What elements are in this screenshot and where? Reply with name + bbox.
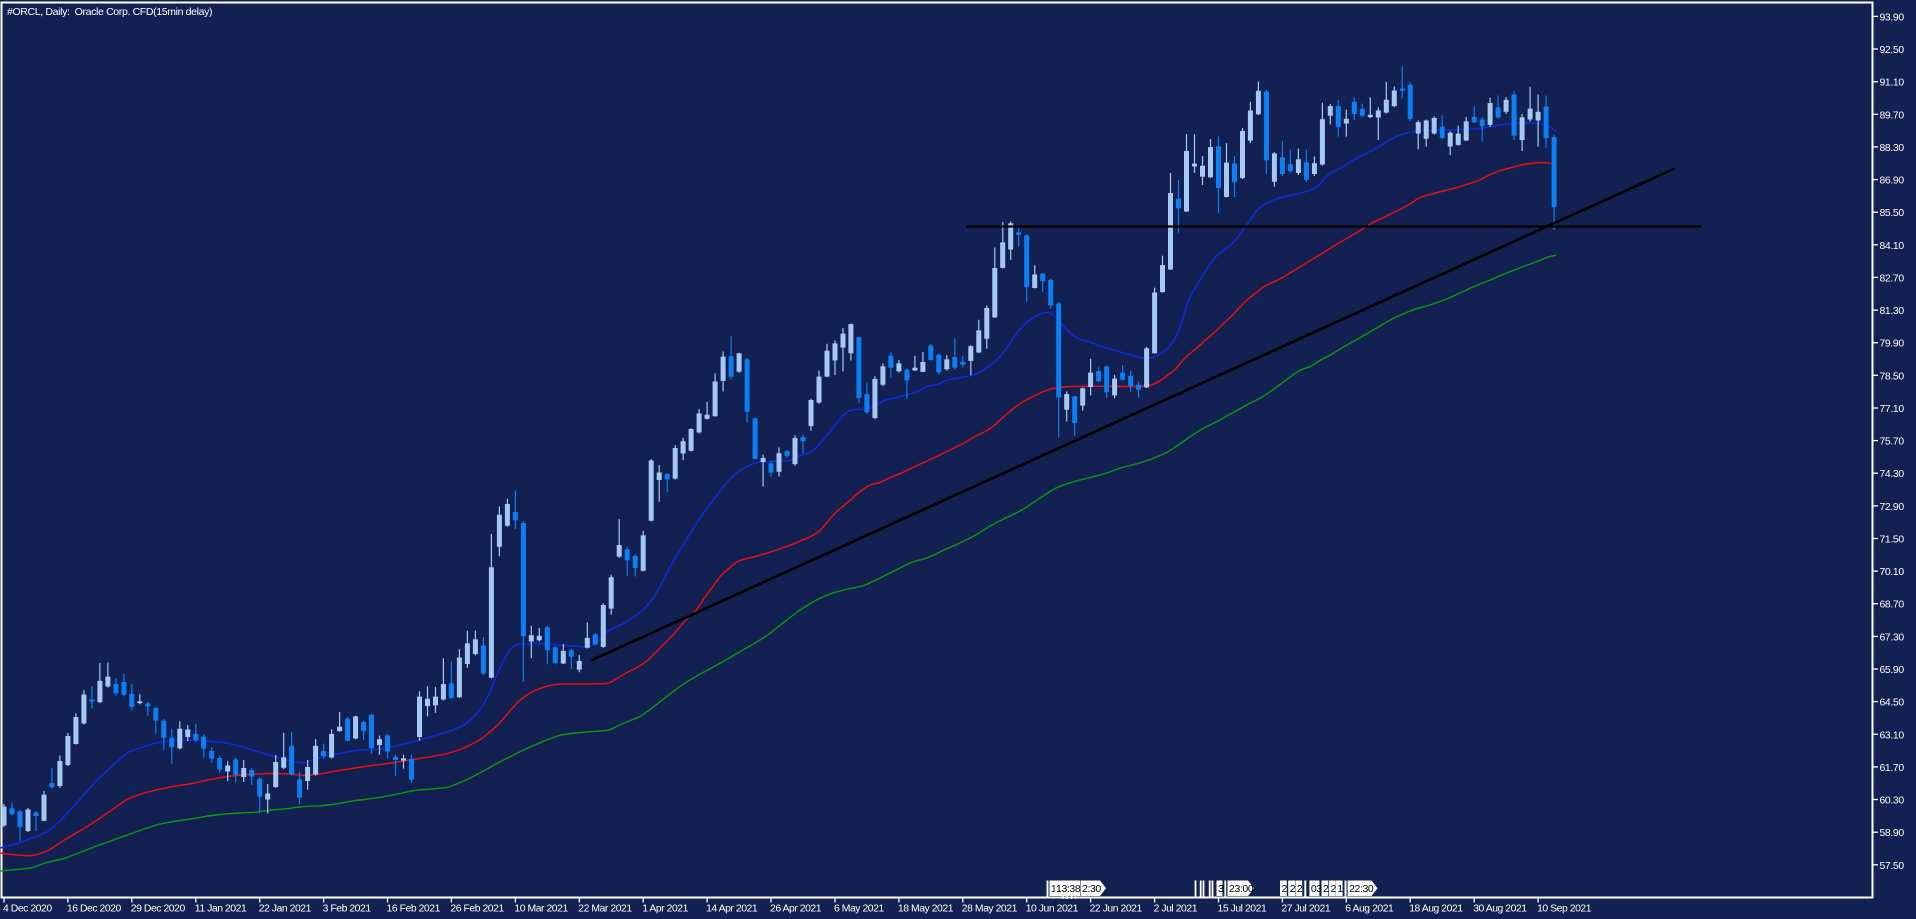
svg-text:86.90: 86.90 [1880, 176, 1905, 187]
svg-text:91.10: 91.10 [1880, 78, 1905, 89]
svg-text:22 Mar 2021: 22 Mar 2021 [578, 904, 632, 915]
svg-text:28 May 2021: 28 May 2021 [962, 904, 1018, 915]
svg-text:3 Feb 2021: 3 Feb 2021 [323, 904, 372, 915]
svg-text:26 Apr 2021: 26 Apr 2021 [770, 904, 822, 915]
svg-text:1 Apr 2021: 1 Apr 2021 [642, 904, 688, 915]
svg-text:89.70: 89.70 [1880, 110, 1905, 121]
svg-text:26 Feb 2021: 26 Feb 2021 [450, 904, 504, 915]
svg-text:2: 2 [1331, 883, 1337, 895]
svg-text:27 Jul 2021: 27 Jul 2021 [1281, 904, 1330, 915]
svg-text:2: 2 [1290, 883, 1296, 895]
svg-text:75.70: 75.70 [1880, 437, 1905, 448]
svg-text:23:00: 23:00 [1229, 883, 1254, 895]
svg-text:18 Aug 2021: 18 Aug 2021 [1409, 904, 1463, 915]
svg-text:61.70: 61.70 [1880, 763, 1905, 774]
svg-text:82.70: 82.70 [1880, 273, 1905, 284]
svg-text:11 Jan 2021: 11 Jan 2021 [195, 904, 247, 915]
svg-text:92.50: 92.50 [1880, 45, 1905, 56]
svg-text:15 Jul 2021: 15 Jul 2021 [1218, 904, 1267, 915]
svg-text:74.30: 74.30 [1880, 469, 1905, 480]
svg-text:16 Dec 2020: 16 Dec 2020 [67, 904, 122, 915]
svg-text:2: 2 [1282, 883, 1288, 895]
svg-text:2 Jul 2021: 2 Jul 2021 [1154, 904, 1198, 915]
svg-text:#ORCL, Daily: Oracle Corp. CF: #ORCL, Daily: Oracle Corp. CFD(15min del… [7, 6, 212, 18]
svg-text:4 Dec 2020: 4 Dec 2020 [3, 904, 52, 915]
svg-text:79.90: 79.90 [1880, 339, 1905, 350]
svg-text:6 Aug 2021: 6 Aug 2021 [1345, 904, 1394, 915]
svg-text:78.50: 78.50 [1880, 371, 1905, 382]
svg-text:60.30: 60.30 [1880, 796, 1905, 807]
svg-text:72.90: 72.90 [1880, 502, 1905, 513]
svg-text:14 Apr 2021: 14 Apr 2021 [706, 904, 758, 915]
svg-text:71.50: 71.50 [1880, 535, 1905, 546]
svg-text:81.30: 81.30 [1880, 306, 1905, 317]
svg-text:88.30: 88.30 [1880, 143, 1905, 154]
svg-text:77.10: 77.10 [1880, 404, 1905, 415]
svg-text:2: 2 [1323, 883, 1329, 895]
svg-text:57.50: 57.50 [1880, 861, 1905, 872]
svg-text:10 Sep 2021: 10 Sep 2021 [1537, 904, 1592, 915]
svg-text:6 May 2021: 6 May 2021 [834, 904, 884, 915]
svg-text:58.90: 58.90 [1880, 828, 1905, 839]
svg-text:68.70: 68.70 [1880, 600, 1905, 611]
svg-text:1: 1 [1051, 883, 1057, 895]
svg-text:3: 3 [1218, 883, 1224, 895]
svg-text:16 Feb 2021: 16 Feb 2021 [387, 904, 441, 915]
svg-text:85.50: 85.50 [1880, 208, 1905, 219]
svg-text:10 Jun 2021: 10 Jun 2021 [1026, 904, 1079, 915]
svg-text:84.10: 84.10 [1880, 241, 1905, 252]
svg-text:63.10: 63.10 [1880, 730, 1905, 741]
svg-text:22 Jun 2021: 22 Jun 2021 [1090, 904, 1143, 915]
svg-text:93.90: 93.90 [1880, 12, 1905, 23]
svg-text:22:30: 22:30 [1349, 883, 1374, 895]
svg-text:67.30: 67.30 [1880, 632, 1905, 643]
svg-text:65.90: 65.90 [1880, 665, 1905, 676]
svg-text:2:30: 2:30 [1082, 883, 1101, 895]
svg-text:22 Jan 2021: 22 Jan 2021 [259, 904, 312, 915]
svg-text:2: 2 [1297, 883, 1303, 895]
svg-text:1: 1 [1337, 883, 1343, 895]
svg-text:64.50: 64.50 [1880, 698, 1905, 709]
svg-text:70.10: 70.10 [1880, 567, 1905, 578]
svg-text:13:38: 13:38 [1056, 883, 1081, 895]
svg-text:10 Mar 2021: 10 Mar 2021 [514, 904, 568, 915]
svg-text:30 Aug 2021: 30 Aug 2021 [1473, 904, 1527, 915]
svg-text:03: 03 [1311, 883, 1322, 895]
svg-text:18 May 2021: 18 May 2021 [898, 904, 954, 915]
svg-text:29 Dec 2020: 29 Dec 2020 [131, 904, 186, 915]
